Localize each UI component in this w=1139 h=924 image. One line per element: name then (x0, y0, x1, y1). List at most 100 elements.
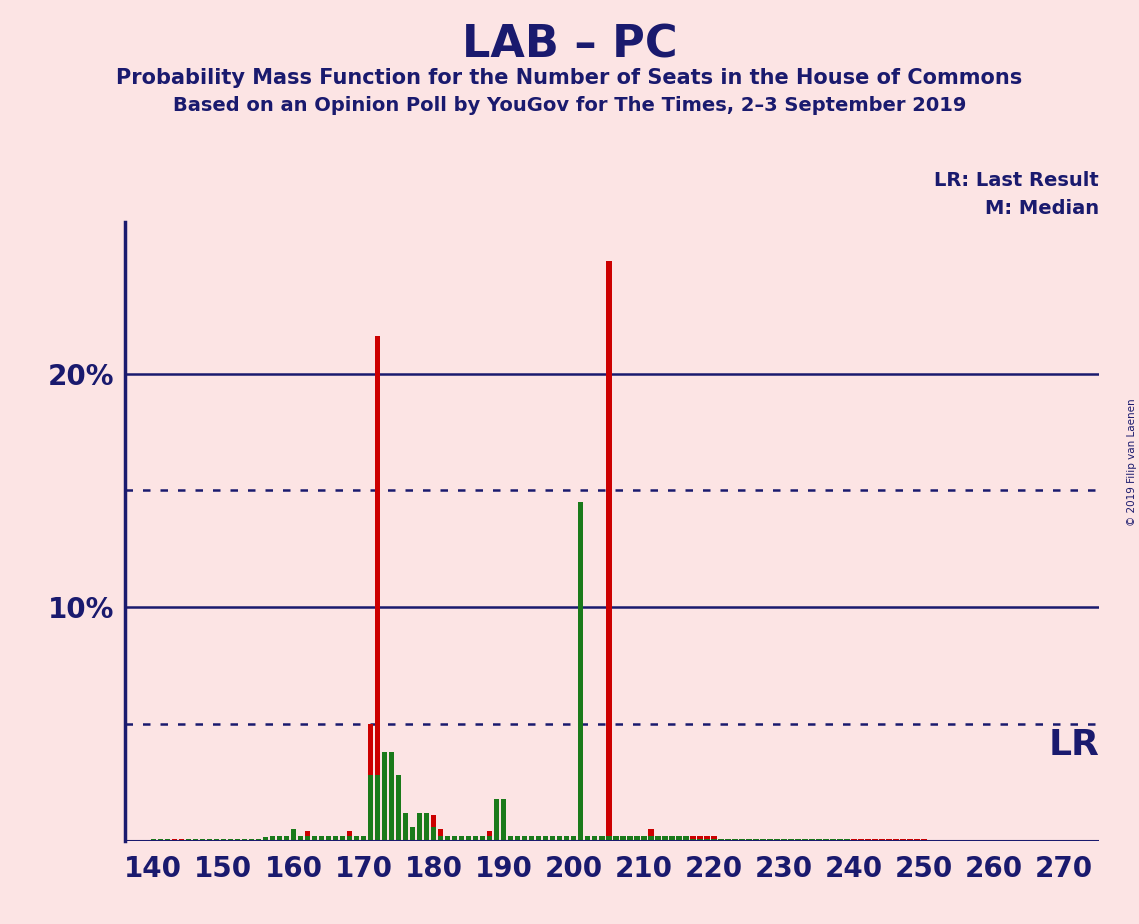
Bar (851, 839, 857, 841)
Bar (277, 838, 282, 841)
Bar (669, 836, 674, 841)
Bar (788, 839, 794, 841)
Bar (304, 832, 310, 841)
Bar (718, 838, 723, 841)
Bar (403, 813, 409, 841)
Text: M: Median: M: Median (985, 199, 1099, 218)
Bar (437, 829, 443, 841)
Bar (964, 840, 969, 841)
Bar (977, 840, 983, 841)
Bar (726, 838, 730, 841)
Bar (150, 838, 156, 841)
Bar (634, 836, 639, 841)
Bar (907, 840, 912, 841)
Bar (297, 836, 303, 841)
Bar (942, 840, 948, 841)
Bar (339, 836, 345, 841)
Bar (508, 836, 514, 841)
Bar (528, 836, 534, 841)
Bar (255, 838, 261, 841)
Bar (844, 839, 850, 841)
Bar (326, 836, 331, 841)
Bar (802, 839, 808, 841)
Bar (830, 839, 836, 841)
Bar (535, 836, 541, 841)
Bar (417, 836, 423, 841)
Bar (557, 836, 563, 841)
Bar (480, 836, 485, 841)
Bar (410, 827, 416, 841)
Bar (248, 838, 254, 841)
Bar (199, 839, 205, 841)
Bar (486, 836, 492, 841)
Bar (837, 839, 843, 841)
Bar (802, 839, 808, 841)
Bar (935, 840, 941, 841)
Bar (172, 840, 178, 841)
Bar (424, 813, 429, 841)
Bar (571, 836, 576, 841)
Bar (949, 840, 954, 841)
Bar (179, 839, 185, 841)
Bar (675, 836, 681, 841)
Bar (388, 836, 394, 841)
Bar (333, 836, 338, 841)
Bar (284, 836, 289, 841)
Bar (697, 838, 703, 841)
Bar (186, 839, 191, 841)
Bar (613, 836, 618, 841)
Bar (424, 836, 429, 841)
Bar (375, 336, 380, 841)
Bar (775, 838, 780, 841)
Bar (858, 839, 863, 841)
Bar (221, 838, 227, 841)
Bar (304, 836, 310, 841)
Bar (879, 839, 885, 841)
Bar (564, 836, 570, 841)
Bar (333, 836, 338, 841)
Bar (172, 839, 178, 841)
Bar (851, 840, 857, 841)
Bar (228, 838, 233, 841)
Bar (697, 836, 703, 841)
Bar (403, 829, 409, 841)
Bar (466, 836, 472, 841)
Bar (550, 836, 556, 841)
Bar (606, 261, 612, 841)
Bar (206, 839, 212, 841)
Bar (760, 838, 765, 841)
Bar (613, 836, 618, 841)
Bar (452, 836, 458, 841)
Bar (577, 502, 583, 841)
Bar (361, 836, 367, 841)
Bar (214, 839, 219, 841)
Bar (662, 836, 667, 841)
Bar (543, 836, 549, 841)
Bar (928, 840, 934, 841)
Bar (915, 840, 920, 841)
Bar (648, 829, 654, 841)
Bar (186, 839, 191, 841)
Bar (522, 836, 527, 841)
Bar (592, 836, 598, 841)
Bar (550, 836, 556, 841)
Bar (626, 836, 632, 841)
Bar (690, 838, 696, 841)
Bar (263, 837, 268, 841)
Bar (900, 839, 906, 841)
Bar (781, 838, 787, 841)
Bar (626, 836, 632, 841)
Bar (816, 839, 821, 841)
Bar (290, 836, 296, 841)
Bar (270, 836, 276, 841)
Bar (599, 836, 605, 841)
Bar (312, 836, 318, 841)
Bar (970, 840, 976, 841)
Bar (711, 838, 716, 841)
Bar (739, 838, 745, 841)
Bar (775, 839, 780, 841)
Bar (473, 836, 478, 841)
Bar (354, 836, 359, 841)
Bar (501, 798, 507, 841)
Bar (290, 829, 296, 841)
